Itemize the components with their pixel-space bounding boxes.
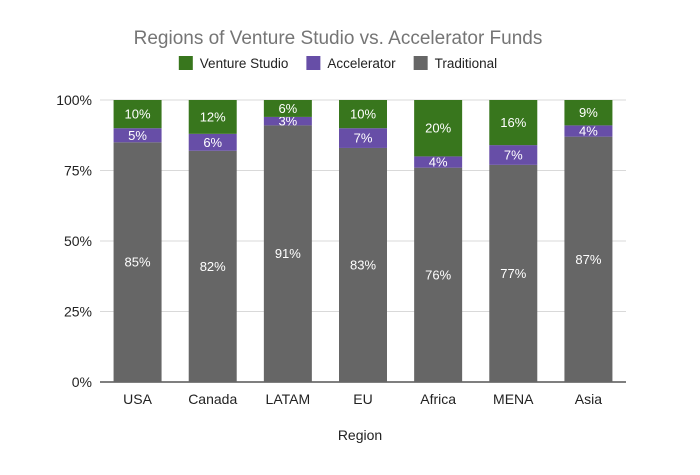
- x-tick-label: USA: [123, 391, 152, 407]
- data-label-venture-studio-asia: 9%: [579, 105, 598, 120]
- data-label-accelerator-usa: 5%: [128, 128, 147, 143]
- data-label-venture-studio-africa: 20%: [425, 121, 451, 136]
- x-tick-label: Canada: [188, 391, 237, 407]
- bar-segment-accelerator-eu: [339, 128, 387, 148]
- chart-title: Regions of Venture Studio vs. Accelerato…: [134, 28, 543, 49]
- data-label-venture-studio-mena: 16%: [500, 115, 526, 130]
- bar-segment-venture-studio-eu: [339, 100, 387, 129]
- x-tick-label: LATAM: [266, 391, 311, 407]
- data-label-accelerator-africa: 4%: [429, 155, 448, 170]
- bar-segment-traditional-usa: [113, 142, 162, 382]
- legend-label: Traditional: [435, 56, 498, 71]
- x-tick-label: EU: [353, 391, 372, 407]
- data-label-traditional-eu: 83%: [350, 257, 376, 272]
- data-label-traditional-canada: 82%: [200, 259, 226, 274]
- bar-segment-venture-studio-canada: [188, 100, 237, 134]
- bar-segment-venture-studio-asia: [564, 100, 613, 126]
- data-label-venture-studio-eu: 10%: [350, 107, 376, 122]
- bar-segment-accelerator-mena: [489, 145, 538, 165]
- legend-label: Accelerator: [327, 56, 396, 71]
- bar-segment-accelerator-latam: [263, 116, 312, 126]
- bar-segment-accelerator-asia: [564, 125, 613, 137]
- bar-segment-traditional-africa: [414, 167, 463, 382]
- bar-segment-traditional-mena: [489, 164, 538, 382]
- bar-segment-accelerator-canada: [188, 133, 237, 151]
- data-label-accelerator-asia: 4%: [579, 124, 598, 139]
- data-label-accelerator-canada: 6%: [203, 135, 222, 150]
- data-label-accelerator-eu: 7%: [354, 131, 373, 146]
- bar-segment-venture-studio-mena: [489, 100, 538, 146]
- y-tick-label: 50%: [64, 233, 92, 249]
- bar-segment-traditional-eu: [339, 147, 387, 382]
- data-label-venture-studio-latam: 6%: [278, 101, 297, 116]
- legend-label: Venture Studio: [200, 56, 289, 71]
- data-label-traditional-latam: 91%: [275, 246, 301, 261]
- bar-segment-traditional-canada: [188, 150, 237, 382]
- y-tick-label: 100%: [56, 92, 92, 108]
- legend-swatch: [178, 56, 193, 70]
- data-label-accelerator-mena: 7%: [504, 147, 523, 162]
- x-tick-label: MENA: [493, 391, 534, 407]
- y-tick-label: 0%: [72, 374, 92, 390]
- bar-segment-traditional-asia: [564, 136, 613, 382]
- legend-item-venture-studio: Venture Studio: [178, 56, 289, 71]
- x-tick-label: Africa: [420, 391, 456, 407]
- bar-segment-venture-studio-latam: [263, 100, 312, 117]
- data-label-traditional-usa: 85%: [125, 255, 151, 270]
- data-label-traditional-asia: 87%: [575, 252, 601, 267]
- bar-segment-accelerator-africa: [414, 156, 463, 168]
- y-tick-label: 25%: [64, 304, 92, 320]
- x-tick-label: Asia: [575, 391, 602, 407]
- legend: Venture Studio Accelerator Traditional: [178, 56, 498, 71]
- x-axis-title: Region: [338, 427, 382, 443]
- legend-item-accelerator: Accelerator: [306, 56, 396, 71]
- data-label-venture-studio-usa: 10%: [125, 107, 151, 122]
- data-label-traditional-mena: 77%: [500, 266, 526, 281]
- legend-item-traditional: Traditional: [413, 56, 498, 71]
- bar-segment-venture-studio-africa: [414, 100, 463, 157]
- data-label-traditional-africa: 76%: [425, 267, 451, 282]
- y-tick-label: 75%: [64, 163, 92, 179]
- y-axis-ticks: 0% 25% 50% 75% 100%: [56, 92, 92, 390]
- bar-segment-venture-studio-usa: [113, 100, 162, 129]
- data-label-venture-studio-canada: 12%: [200, 109, 226, 124]
- bar-segment-traditional-latam: [263, 125, 312, 382]
- bars: 85%5%10%82%6%12%91%3%6%83%7%10%76%4%20%7…: [113, 100, 613, 382]
- data-label-accelerator-latam: 3%: [278, 114, 297, 129]
- bar-segment-accelerator-usa: [113, 128, 162, 143]
- legend-swatch: [306, 56, 321, 70]
- legend-swatch: [413, 56, 428, 70]
- x-axis-ticks: USA Canada LATAM EU Africa MENA Asia: [123, 391, 602, 407]
